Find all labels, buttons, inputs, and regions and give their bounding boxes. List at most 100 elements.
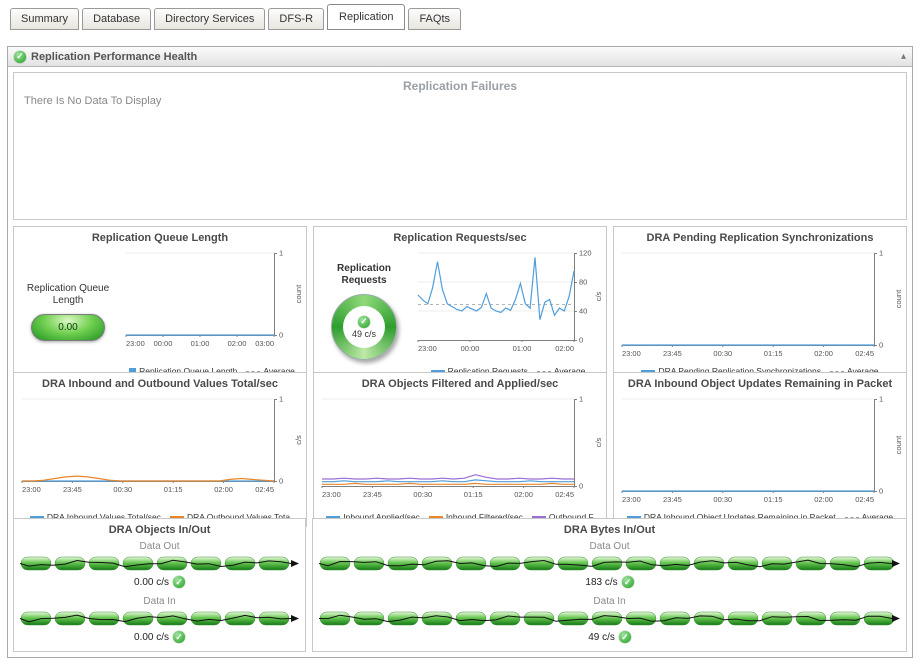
legend-label: Average	[861, 512, 894, 522]
svg-text:1: 1	[279, 395, 283, 404]
legend-marker	[626, 516, 641, 518]
svg-text:02:45: 02:45	[855, 349, 874, 358]
chart-title: DRA Inbound Object Updates Remaining in …	[627, 378, 893, 390]
svg-text:02:45: 02:45	[255, 485, 274, 494]
panel-dra-bytes-in-out: DRA Bytes In/Out Data Out 183 c/s ✓ Data …	[312, 518, 907, 652]
svg-text:0: 0	[279, 477, 283, 486]
ok-check-icon: ✓	[358, 315, 370, 328]
tab-directory-services[interactable]: Directory Services	[154, 8, 266, 30]
panel-body: Replication Failures There Is No Data To…	[8, 67, 912, 657]
svg-text:00:00: 00:00	[461, 344, 480, 353]
legend-item: Outbound F	[531, 512, 594, 522]
svg-text:40: 40	[579, 307, 587, 316]
panel-replication-queue-length: Replication Queue Length Replication Que…	[13, 226, 307, 381]
chart-title: Replication Queue Length	[91, 232, 229, 244]
legend-label: Replication Requests	[447, 366, 528, 376]
tab-database[interactable]: Database	[82, 8, 152, 30]
chart-title: DRA Objects Filtered and Applied/sec	[361, 378, 559, 390]
queue-length-pill-gauge: 0.00	[31, 313, 105, 341]
flow-data-out: Data Out 0.00 c/s ✓	[19, 537, 300, 592]
svg-text:01:15: 01:15	[464, 490, 483, 499]
svg-text:23:00: 23:00	[418, 344, 437, 353]
gauge-value: 0.00	[58, 321, 78, 333]
chart-legend: Replication Requests Average	[412, 364, 604, 378]
no-data-message: There Is No Data To Display	[24, 95, 162, 107]
svg-text:80: 80	[579, 278, 587, 287]
tab-summary[interactable]: Summary	[10, 8, 80, 30]
legend-marker	[430, 370, 445, 372]
svg-text:1: 1	[879, 249, 883, 258]
flow-panel-title: DRA Objects In/Out	[108, 524, 211, 536]
legend-label: DRA Inbound Values Total/sec	[46, 512, 161, 522]
chart-legend: DRA Inbound Object Updates Remaining in …	[616, 510, 904, 524]
svg-text:02:00: 02:00	[514, 490, 533, 499]
flow-bar	[318, 609, 901, 629]
svg-text:00:30: 00:30	[113, 485, 132, 494]
legend-marker	[830, 370, 845, 372]
svg-text:23:00: 23:00	[622, 495, 641, 504]
svg-text:count: count	[894, 289, 903, 308]
tab-dfs-r[interactable]: DFS-R	[268, 8, 325, 30]
ok-check-icon: ✓	[621, 576, 634, 588]
legend-label: Inbound Filtered/sec	[445, 512, 523, 522]
svg-text:02:45: 02:45	[555, 490, 574, 499]
svg-text:00:30: 00:30	[713, 495, 732, 504]
tab-replication[interactable]: Replication	[327, 4, 406, 30]
flow-row: DRA Objects In/Out Data Out 0.00 c/s ✓ Da…	[13, 518, 907, 652]
svg-text:00:30: 00:30	[713, 349, 732, 358]
flow-label: Data Out	[139, 541, 180, 552]
svg-text:23:45: 23:45	[663, 495, 682, 504]
flow-bar	[19, 554, 300, 574]
svg-text:23:00: 23:00	[22, 485, 41, 494]
legend-label: Replication Queue Length	[139, 366, 238, 376]
svg-text:0: 0	[879, 341, 883, 350]
chart-row-2: DRA Inbound and Outbound Values Total/se…	[13, 372, 907, 527]
gauge-value: 49 c/s	[351, 328, 376, 339]
legend-label: DRA Outbound Values Tota	[186, 512, 291, 522]
legend-item: Inbound Applied/sec	[326, 512, 420, 522]
tab-bar: Summary Database Directory Services DFS-…	[0, 0, 920, 30]
svg-text:0: 0	[579, 482, 583, 491]
panel-replication-requests-sec: Replication Requests/sec Replication Req…	[313, 226, 607, 381]
legend-label: Average	[553, 366, 586, 376]
svg-text:count: count	[894, 435, 903, 454]
svg-text:count: count	[294, 284, 303, 303]
legend-item: DRA Pending Replication Synchronizations	[641, 366, 821, 376]
chart-title: DRA Pending Replication Synchronizations	[646, 232, 874, 244]
replication-requests-ring-gauge: ✓ 49 c/s	[331, 294, 397, 360]
chart-legend: DRA Pending Replication Synchronizations…	[616, 364, 904, 378]
chart-title: Replication Requests/sec	[393, 232, 527, 244]
legend-label: DRA Inbound Object Updates Remaining in …	[643, 512, 836, 522]
collapse-icon[interactable]: ▴	[900, 50, 906, 62]
tab-faqts[interactable]: FAQts	[408, 8, 461, 30]
chart-title: DRA Inbound and Outbound Values Total/se…	[42, 378, 278, 390]
legend-label: Outbound F	[548, 512, 594, 522]
flow-bar	[19, 609, 300, 629]
legend-marker	[531, 516, 546, 518]
legend-label: Inbound Applied/sec	[343, 512, 420, 522]
svg-text:01:15: 01:15	[764, 495, 783, 504]
legend-item: Inbound Filtered/sec	[428, 512, 523, 522]
legend-marker	[536, 370, 551, 372]
svg-text:23:45: 23:45	[363, 490, 382, 499]
flow-label: Data In	[143, 596, 176, 607]
legend-marker	[246, 370, 261, 372]
svg-text:c/s: c/s	[594, 291, 603, 301]
legend-item: DRA Inbound Values Total/sec	[29, 512, 161, 522]
panel-dra-pending-replication-synchronizations: DRA Pending Replication Synchronizations…	[613, 226, 907, 381]
svg-text:02:00: 02:00	[214, 485, 233, 494]
svg-text:03:00: 03:00	[255, 339, 274, 348]
svg-text:0: 0	[579, 336, 583, 345]
legend-marker	[326, 516, 341, 518]
svg-text:00:30: 00:30	[413, 490, 432, 499]
svg-text:02:00: 02:00	[814, 495, 833, 504]
legend-item: Average	[844, 512, 894, 522]
flow-data-in: Data In 0.00 c/s ✓	[19, 592, 300, 647]
svg-text:02:00: 02:00	[555, 344, 574, 353]
legend-marker	[844, 516, 859, 518]
legend-item: DRA Outbound Values Tota	[169, 512, 291, 522]
panel-header[interactable]: ✓ Replication Performance Health ▴	[8, 47, 912, 67]
svg-text:120: 120	[579, 249, 592, 258]
svg-text:0: 0	[879, 487, 883, 496]
panel-dra-objects-in-out: DRA Objects In/Out Data Out 0.00 c/s ✓ Da…	[13, 518, 307, 652]
